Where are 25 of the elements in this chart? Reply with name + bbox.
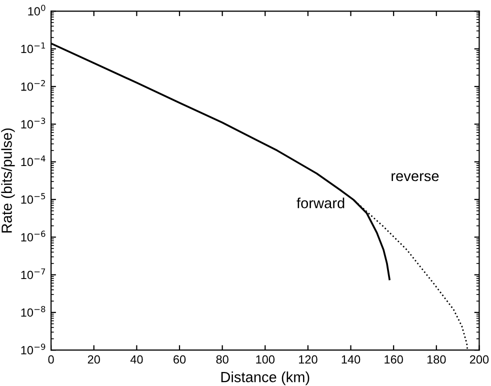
y-tick-label: 10$^{−3}$: [21, 118, 46, 128]
x-tick-label: 60: [174, 355, 186, 364]
x-tick-label: 160: [384, 355, 403, 364]
x-tick-label: 0: [48, 355, 54, 364]
y-tick-label: 10$^{−5}$: [21, 193, 46, 204]
x-tick-label: 180: [427, 355, 446, 364]
x-tick-label: 20: [88, 355, 100, 364]
y-tick-label: 10$^{−7}$: [21, 268, 46, 280]
y-tick-label: 10$^{−4}$: [21, 155, 46, 166]
y-tick-label: 10$^{−6}$: [21, 230, 46, 242]
x-tick-label: 140: [342, 355, 360, 364]
x-tick-label: 80: [216, 355, 228, 364]
y-tick-label: 10$^{−9}$: [21, 344, 46, 354]
y-tick-label: 10$^{−2}$: [21, 80, 45, 91]
text: reverse: [392, 173, 439, 182]
x-axis-title: Distance (km): [221, 372, 310, 386]
x-tick-label: 200: [470, 355, 489, 364]
y-tick-label: 10$^{−8}$: [21, 306, 46, 317]
y-axis-title: Rate (bits/pulse): [1, 128, 15, 233]
x-tick-label: 120: [299, 355, 318, 364]
series-label: forward: [296, 198, 344, 208]
x-tick-label: 100: [256, 355, 275, 364]
y-tick-label: 10$^{−1}$: [21, 42, 46, 54]
x-tick-label: 40: [130, 355, 143, 364]
y-tick-label: 10$^{0}$: [28, 4, 46, 16]
